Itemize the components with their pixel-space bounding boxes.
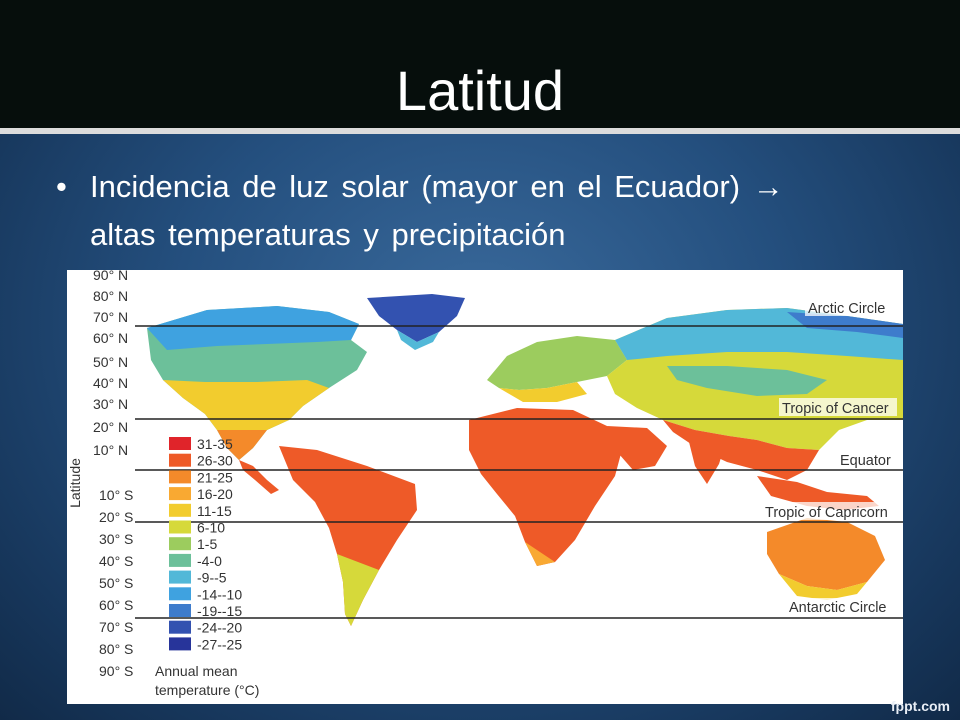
legend-swatch: [169, 470, 191, 484]
greenland-edge: [397, 330, 439, 350]
watermark: fppt.com: [890, 698, 950, 714]
asia-arctic-band: [787, 312, 903, 338]
lat-label-40n: 40° N: [93, 375, 128, 391]
tropic-of-capricorn-label: Tropic of Capricorn: [765, 505, 888, 521]
lat-label-70n: 70° N: [93, 309, 128, 325]
lat-label-50n: 50° N: [93, 354, 128, 370]
legend-swatch: [169, 487, 191, 501]
north-america-warm-band: [217, 430, 267, 460]
lat-label-30n: 30° N: [93, 396, 128, 412]
lat-label-80n: 80° N: [93, 288, 128, 304]
south-america: [279, 446, 417, 626]
legend-swatch: [169, 620, 191, 634]
lat-label-10s: 10° S: [99, 487, 133, 503]
lat-label-30s: 30° S: [99, 531, 133, 547]
lat-label-90n: 90° N: [93, 270, 128, 283]
legend-swatch: [169, 537, 191, 551]
legend-label: 21-25: [197, 469, 233, 485]
lat-label-60s: 60° S: [99, 597, 133, 613]
map-svg: Arctic Circle Tropic of Cancer Equator T…: [67, 270, 903, 698]
legend-title-line-2: temperature (°C): [155, 682, 259, 698]
lat-label-10n: 10° N: [93, 442, 128, 458]
legend-swatch: [169, 520, 191, 534]
latitude-axis-title: Latitude: [67, 458, 83, 508]
lat-label-20n: 20° N: [93, 419, 128, 435]
legend-label: -27--25: [197, 636, 242, 652]
tropic-of-cancer-label: Tropic of Cancer: [782, 401, 889, 417]
lat-label-40s: 40° S: [99, 553, 133, 569]
legend-swatch: [169, 553, 191, 567]
arabia: [607, 426, 667, 470]
lat-label-90s: 90° S: [99, 663, 133, 679]
bullet-text: Incidencia de luz solar (mayor en el Ecu…: [90, 163, 910, 259]
africa: [469, 408, 623, 566]
legend-label: -24--20: [197, 620, 242, 636]
lat-label-50s: 50° S: [99, 575, 133, 591]
legend-label: -14--10: [197, 586, 242, 602]
latitude-axis: Latitude 90° N 80° N 70° N 60° N 50° N 4…: [67, 270, 133, 679]
legend-label: 1-5: [197, 536, 217, 552]
north-america-mid-band: [163, 380, 329, 430]
legend-label: 11-15: [197, 503, 232, 519]
europe: [487, 336, 627, 390]
legend-label: 16-20: [197, 486, 233, 502]
legend-swatch: [169, 570, 191, 584]
central-america: [239, 460, 279, 494]
lat-label-80s: 80° S: [99, 641, 133, 657]
north-america-cold-band: [147, 306, 359, 350]
south-america-south: [337, 554, 379, 626]
legend-label: 26-30: [197, 453, 233, 469]
asia-south-band: [663, 420, 819, 480]
equator-label: Equator: [840, 453, 891, 469]
india: [687, 434, 727, 484]
arctic-circle-label: Arctic Circle: [808, 301, 885, 317]
legend-swatch: [169, 604, 191, 617]
title-bar: [0, 0, 960, 134]
australia: [767, 518, 885, 590]
europe-south: [499, 382, 587, 402]
legend-swatch: [169, 437, 191, 450]
legend-label: 6-10: [197, 520, 225, 536]
australia-south: [779, 574, 867, 600]
legend-label: 31-35: [197, 436, 233, 452]
continents: [147, 294, 903, 626]
greenland: [367, 294, 465, 342]
legend-swatch: [169, 453, 191, 467]
bullet-line-1: Incidencia de luz solar (mayor en el Ecu…: [90, 169, 784, 204]
lat-label-20s: 20° S: [99, 509, 133, 525]
temperature-legend: Annual mean temperature (°C) 31-3526-302…: [155, 436, 259, 698]
legend-label: -19--15: [197, 603, 242, 619]
se-asia-islands: [757, 476, 879, 510]
lat-label-70s: 70° S: [99, 619, 133, 635]
legend-label: -4-0: [197, 553, 222, 569]
lat-label-60n: 60° N: [93, 330, 128, 346]
asia-central-band: [667, 366, 827, 396]
bullet-dot: •: [56, 169, 67, 204]
legend-swatch: [169, 503, 191, 517]
reference-lines: Arctic Circle Tropic of Cancer Equator T…: [135, 298, 903, 619]
legend-swatch: [169, 587, 191, 601]
slide-title: Latitud: [395, 59, 565, 122]
africa-south: [525, 542, 555, 566]
antarctic-circle-label: Antarctic Circle: [789, 600, 887, 616]
legend-swatch: [169, 637, 191, 651]
legend-label: -9--5: [197, 570, 227, 586]
bullet-line-2: altas temperaturas y precipitación: [90, 217, 566, 252]
world-temperature-map: Arctic Circle Tropic of Cancer Equator T…: [67, 270, 903, 704]
legend-title-line-1: Annual mean: [155, 663, 238, 679]
